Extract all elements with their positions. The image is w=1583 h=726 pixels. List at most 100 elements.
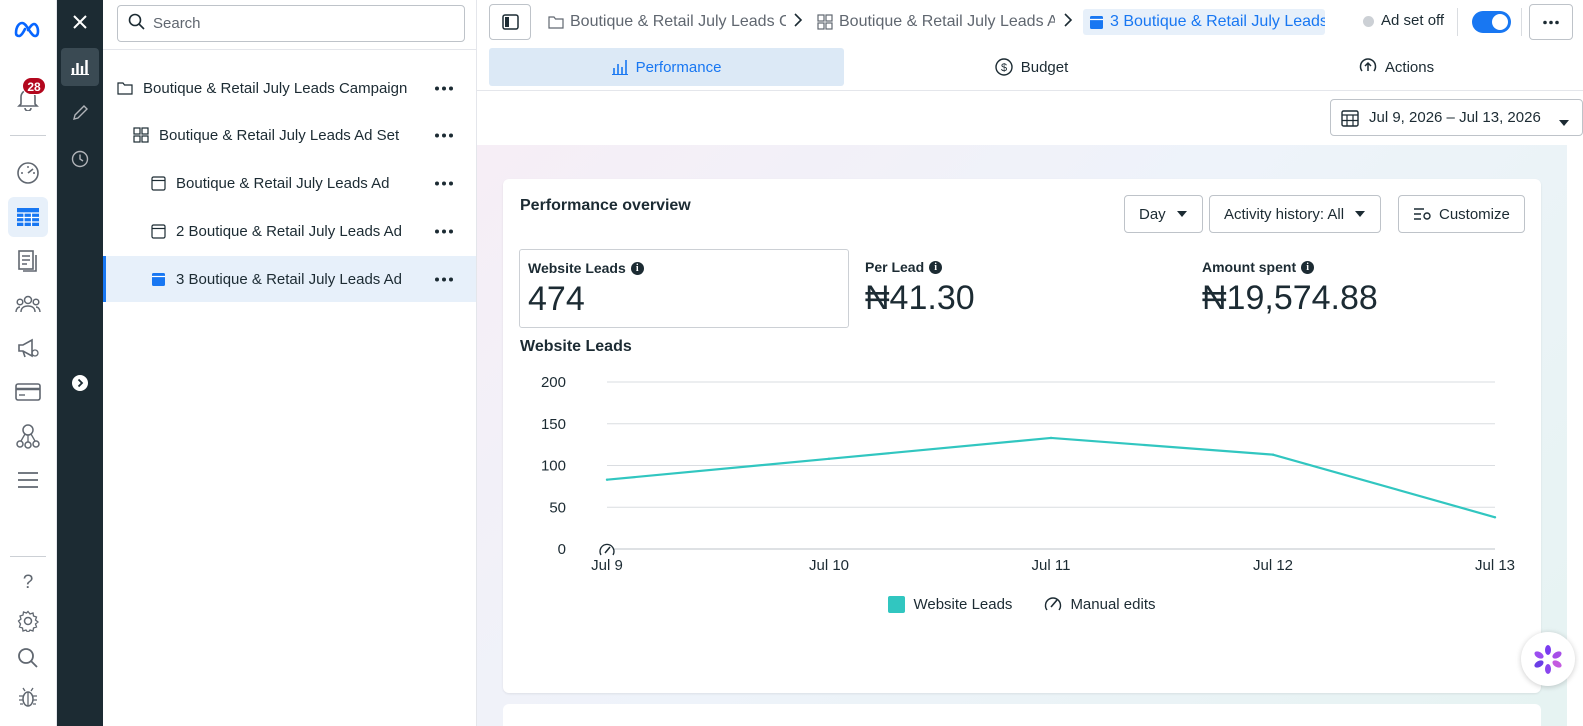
chevron-right-icon xyxy=(1063,13,1073,30)
bar-chart-icon[interactable] xyxy=(61,48,99,86)
menu-icon[interactable] xyxy=(8,460,48,500)
pages-icon[interactable] xyxy=(8,241,48,281)
date-range-picker[interactable]: Jul 9, 2026 – Jul 13, 2026 xyxy=(1330,99,1583,136)
notification-badge: 28 xyxy=(22,77,46,95)
info-icon[interactable]: i xyxy=(929,260,943,274)
metric-label: Per Lead xyxy=(865,259,925,275)
folder-icon xyxy=(117,80,133,96)
arrow-up-circle-icon xyxy=(1359,58,1377,76)
x-tick-label: Jul 9 xyxy=(591,557,623,574)
pencil-icon[interactable] xyxy=(61,94,99,132)
tree-item-label: 3 Boutique & Retail July Leads Ad xyxy=(176,270,402,288)
metric-label: Website Leads xyxy=(528,260,626,276)
metric-value: 474 xyxy=(528,280,585,318)
metric-website-leads[interactable]: Website Leads i 474 xyxy=(519,249,849,328)
search-input[interactable] xyxy=(153,15,453,32)
x-tick-label: Jul 13 xyxy=(1475,557,1515,574)
metric-per-lead[interactable]: Per Lead i ₦41.30 xyxy=(857,249,1187,328)
settings-icon[interactable] xyxy=(8,601,48,641)
more-options-icon xyxy=(1543,20,1559,24)
y-tick-label: 0 xyxy=(558,541,566,558)
table-icon[interactable] xyxy=(8,197,48,237)
more-options-icon[interactable] xyxy=(432,269,456,289)
info-icon[interactable]: i xyxy=(630,261,644,275)
tree-item-label: Boutique & Retail July Leads Ad Set xyxy=(159,126,400,144)
toggle-panel-button[interactable] xyxy=(489,4,531,40)
activity-history-label: Activity history: All xyxy=(1224,205,1345,223)
activity-history-dropdown[interactable]: Activity history: All xyxy=(1209,195,1382,233)
caret-down-icon xyxy=(1558,114,1570,131)
secondary-nav-rail xyxy=(57,0,103,726)
svg-text:$: $ xyxy=(1001,62,1007,74)
granularity-dropdown[interactable]: Day xyxy=(1124,195,1203,233)
tab-budget[interactable]: $ Budget xyxy=(854,48,1209,86)
speedometer-icon[interactable] xyxy=(8,153,48,193)
adset-toggle[interactable] xyxy=(1472,11,1511,33)
series-line-website-leads xyxy=(606,436,1496,519)
legend-item-manual-edits[interactable]: Manual edits xyxy=(1044,595,1156,613)
metric-value: ₦19,574.88 xyxy=(1202,279,1378,317)
more-options-icon[interactable] xyxy=(432,173,456,193)
network-icon[interactable] xyxy=(8,416,48,456)
ad-filled-icon xyxy=(150,271,166,287)
primary-nav-rail: 28 ? xyxy=(0,0,57,726)
info-icon[interactable]: i xyxy=(1301,260,1315,274)
more-options-icon[interactable] xyxy=(432,125,456,145)
tree-search-box[interactable] xyxy=(117,5,465,42)
manual-edit-icon xyxy=(1044,595,1062,613)
bar-chart-icon xyxy=(611,59,628,75)
more-options-icon[interactable] xyxy=(432,221,456,241)
chart-title: Website Leads xyxy=(520,338,632,355)
customize-button[interactable]: Customize xyxy=(1398,195,1525,233)
breadcrumb-adset[interactable]: Boutique & Retail July Leads A xyxy=(817,9,1055,35)
tree-divider xyxy=(103,49,477,50)
tree-item-ad-1[interactable]: Boutique & Retail July Leads Ad xyxy=(103,160,476,206)
tabs-divider xyxy=(477,90,1583,91)
more-actions-button[interactable] xyxy=(1529,4,1573,40)
legend-item-website-leads[interactable]: Website Leads xyxy=(888,595,1013,613)
metric-value: ₦41.30 xyxy=(865,279,975,317)
data-point xyxy=(1271,453,1275,456)
ad-filled-icon xyxy=(1089,15,1104,30)
tab-performance[interactable]: Performance xyxy=(489,48,844,86)
metric-amount-spent[interactable]: Amount spent i ₦19,574.88 xyxy=(1194,249,1524,328)
manual-edit-marker-icon[interactable] xyxy=(599,543,615,556)
metric-label: Amount spent xyxy=(1202,259,1297,275)
detail-tabs: Performance $ Budget Actions xyxy=(489,48,1583,86)
folder-icon xyxy=(548,15,564,29)
tree-item-adset[interactable]: Boutique & Retail July Leads Ad Set xyxy=(103,112,476,158)
website-leads-line-chart: 0 50 100 150 200 Jul 9 Jul 10 Jul 11 Jul 12 Jul 1… xyxy=(541,374,1515,574)
secondary-card xyxy=(503,704,1541,726)
tree-item-ad-3[interactable]: 3 Boutique & Retail July Leads Ad xyxy=(103,256,476,302)
chart-legend: Website Leads Manual edits xyxy=(503,592,1541,616)
megaphone-icon[interactable] xyxy=(8,328,48,368)
divider xyxy=(1521,8,1522,36)
audience-icon[interactable] xyxy=(8,284,48,324)
breadcrumb-campaign[interactable]: Boutique & Retail July Leads C xyxy=(548,9,786,35)
legend-swatch xyxy=(888,595,906,613)
ai-assistant-button[interactable] xyxy=(1521,632,1575,686)
card-title: Performance overview xyxy=(520,197,691,214)
data-point xyxy=(1493,516,1497,519)
legend-label: Website Leads xyxy=(913,595,1013,613)
tree-item-ad-2[interactable]: 2 Boutique & Retail July Leads Ad xyxy=(103,208,476,254)
billing-card-icon[interactable] xyxy=(8,372,48,412)
dollar-circle-icon: $ xyxy=(995,58,1013,76)
divider xyxy=(1457,8,1458,36)
tab-label: Budget xyxy=(1020,58,1069,76)
meta-logo-icon[interactable] xyxy=(8,9,48,49)
expand-arrow-icon[interactable] xyxy=(61,364,99,402)
bug-icon[interactable] xyxy=(8,677,48,717)
close-icon[interactable] xyxy=(61,3,99,41)
help-icon[interactable]: ? xyxy=(22,572,34,593)
tree-item-label: 2 Boutique & Retail July Leads Ad xyxy=(176,222,402,240)
y-tick-label: 100 xyxy=(541,458,566,475)
tab-actions[interactable]: Actions xyxy=(1219,48,1574,86)
clock-icon[interactable] xyxy=(61,140,99,178)
grid-icon xyxy=(817,14,833,30)
tree-item-campaign[interactable]: Boutique & Retail July Leads Campaign xyxy=(103,65,476,111)
more-options-icon[interactable] xyxy=(432,78,456,98)
performance-overview-card: Performance overview Day Activity histor… xyxy=(503,179,1541,693)
breadcrumb-ad[interactable]: 3 Boutique & Retail July Leads xyxy=(1083,9,1325,35)
search-icon[interactable] xyxy=(8,638,48,678)
